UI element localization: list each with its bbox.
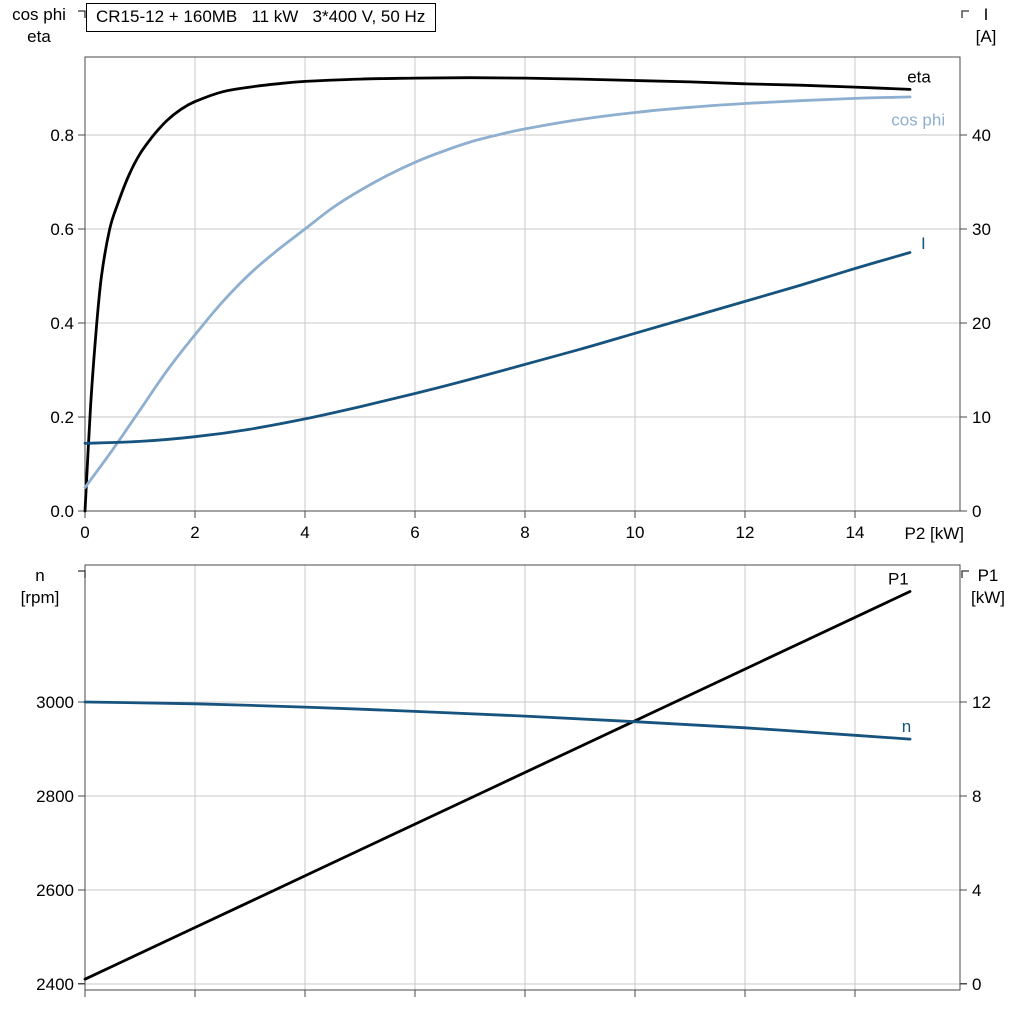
x-tick-label: 8 <box>520 523 529 542</box>
x-tick-label: 12 <box>736 523 755 542</box>
axis-title-line: P1 <box>977 566 999 585</box>
right-tick-label: 30 <box>972 220 991 239</box>
x-axis-label: P2 [kW] <box>904 524 964 543</box>
curve-label-I: I <box>921 234 926 253</box>
right-tick-label: 0 <box>972 502 981 521</box>
left-tick-label: 3000 <box>36 693 74 712</box>
curve-P1 <box>83 590 912 981</box>
axis-title-line: eta <box>27 27 51 46</box>
top-left-axis-title: cos phi eta <box>0 4 78 48</box>
x-tick-label: 0 <box>80 523 89 542</box>
axis-title-line: cos phi <box>12 5 66 24</box>
curve-eta <box>83 76 912 513</box>
curve-cos-phi <box>83 95 912 489</box>
left-tick-label: 0.0 <box>50 502 74 521</box>
right-tick-label: 8 <box>972 787 981 806</box>
axis-title-tick <box>78 570 86 578</box>
axis-title-line: I <box>983 5 989 24</box>
left-tick-label: 0.2 <box>50 408 74 427</box>
bottom-left-axis-title: n [rpm] <box>2 565 78 609</box>
axis-title-tick <box>961 10 969 18</box>
right-tick-label: 10 <box>972 408 991 427</box>
right-tick-label: 20 <box>972 314 991 333</box>
x-tick-label: 4 <box>300 523 309 542</box>
bottom-right-axis-title: P1 [kW] <box>961 565 1015 609</box>
curve-label-eta: eta <box>907 67 931 86</box>
curve-label-n: n <box>902 717 911 736</box>
right-tick-label: 4 <box>972 881 981 900</box>
left-tick-label: 0.6 <box>50 220 74 239</box>
top-right-axis-title: I [A] <box>960 4 1012 48</box>
left-tick-label: 2800 <box>36 787 74 806</box>
chart-title-box: CR15-12 + 160MB 11 kW 3*400 V, 50 Hz <box>86 3 437 32</box>
x-tick-label: 14 <box>845 523 864 542</box>
x-tick-label: 10 <box>626 523 645 542</box>
left-tick-label: 2600 <box>36 881 74 900</box>
axis-title-line: [rpm] <box>20 588 60 607</box>
axis-title-line: [A] <box>975 27 997 46</box>
plot-frame <box>84 56 961 512</box>
left-tick-label: 2400 <box>36 975 74 994</box>
axis-title-line: [kW] <box>971 588 1005 607</box>
curve-n <box>83 700 912 741</box>
axis-title-line: n <box>35 566 45 585</box>
axis-title-tick <box>961 570 969 578</box>
x-tick-label: 6 <box>410 523 419 542</box>
right-tick-label: 40 <box>972 126 991 145</box>
right-tick-label: 12 <box>972 693 991 712</box>
curve-label-P1: P1 <box>888 569 909 588</box>
left-tick-label: 0.8 <box>50 126 74 145</box>
x-tick-label: 2 <box>190 523 199 542</box>
left-tick-label: 0.4 <box>50 314 74 333</box>
right-tick-label: 0 <box>972 975 981 994</box>
curve-label-cos-phi: cos phi <box>891 111 945 130</box>
curve-I <box>83 251 912 445</box>
plot-frame <box>84 564 961 991</box>
axis-title-tick <box>78 10 86 18</box>
